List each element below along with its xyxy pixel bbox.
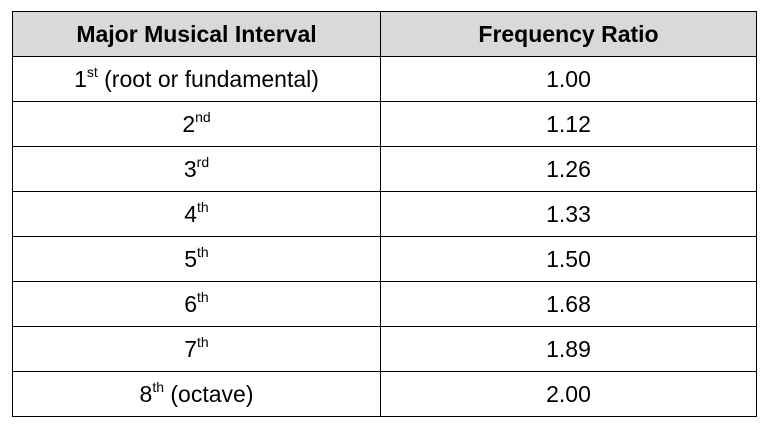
- header-row: Major Musical Interval Frequency Ratio: [12, 11, 757, 57]
- ordinal-suffix: th: [197, 288, 209, 305]
- ratio-cell: 1.26: [380, 146, 757, 192]
- interval-number: 8: [139, 380, 153, 407]
- interval-number: 2: [182, 110, 196, 137]
- interval-number: 3: [183, 155, 197, 182]
- interval-note: (root or fundamental): [97, 65, 319, 92]
- ratio-cell: 1.12: [380, 101, 757, 147]
- interval-number: 6: [184, 290, 198, 317]
- interval-note: (octave): [164, 380, 254, 407]
- ordinal-suffix: st: [86, 63, 98, 80]
- ratio-cell: 1.50: [380, 236, 757, 282]
- table-row: 8th (octave) 2.00: [12, 371, 757, 417]
- interval-cell: 2nd: [12, 101, 381, 147]
- interval-cell: 1st (root or fundamental): [12, 56, 381, 102]
- interval-cell: 5th: [12, 236, 381, 282]
- interval-number: 5: [184, 245, 198, 272]
- interval-cell: 3rd: [12, 146, 381, 192]
- ordinal-suffix: th: [197, 198, 209, 215]
- table-row: 7th 1.89: [12, 326, 757, 372]
- ordinal-suffix: nd: [195, 108, 211, 125]
- ratio-cell: 1.68: [380, 281, 757, 327]
- interval-number: 7: [184, 335, 198, 362]
- ratio-cell: 1.33: [380, 191, 757, 237]
- table-row: 1st (root or fundamental) 1.00: [12, 56, 757, 102]
- table-row: 3rd 1.26: [12, 146, 757, 192]
- header-interval: Major Musical Interval: [12, 11, 381, 57]
- interval-number: 1: [74, 65, 87, 92]
- ordinal-suffix: th: [197, 243, 209, 260]
- interval-cell: 7th: [12, 326, 381, 372]
- interval-cell: 6th: [12, 281, 381, 327]
- ratio-cell: 2.00: [380, 371, 757, 417]
- ratio-cell: 1.89: [380, 326, 757, 372]
- ordinal-suffix: th: [152, 378, 164, 395]
- header-ratio: Frequency Ratio: [380, 11, 757, 57]
- table-row: 6th 1.68: [12, 281, 757, 327]
- ratio-cell: 1.00: [380, 56, 757, 102]
- table-row: 2nd 1.12: [12, 101, 757, 147]
- table-row: 4th 1.33: [12, 191, 757, 237]
- table-row: 5th 1.50: [12, 236, 757, 282]
- ordinal-suffix: th: [197, 333, 209, 350]
- interval-number: 4: [184, 200, 198, 227]
- interval-ratio-table: Major Musical Interval Frequency Ratio 1…: [12, 11, 757, 417]
- interval-cell: 4th: [12, 191, 381, 237]
- interval-cell: 8th (octave): [12, 371, 381, 417]
- ordinal-suffix: rd: [196, 153, 210, 170]
